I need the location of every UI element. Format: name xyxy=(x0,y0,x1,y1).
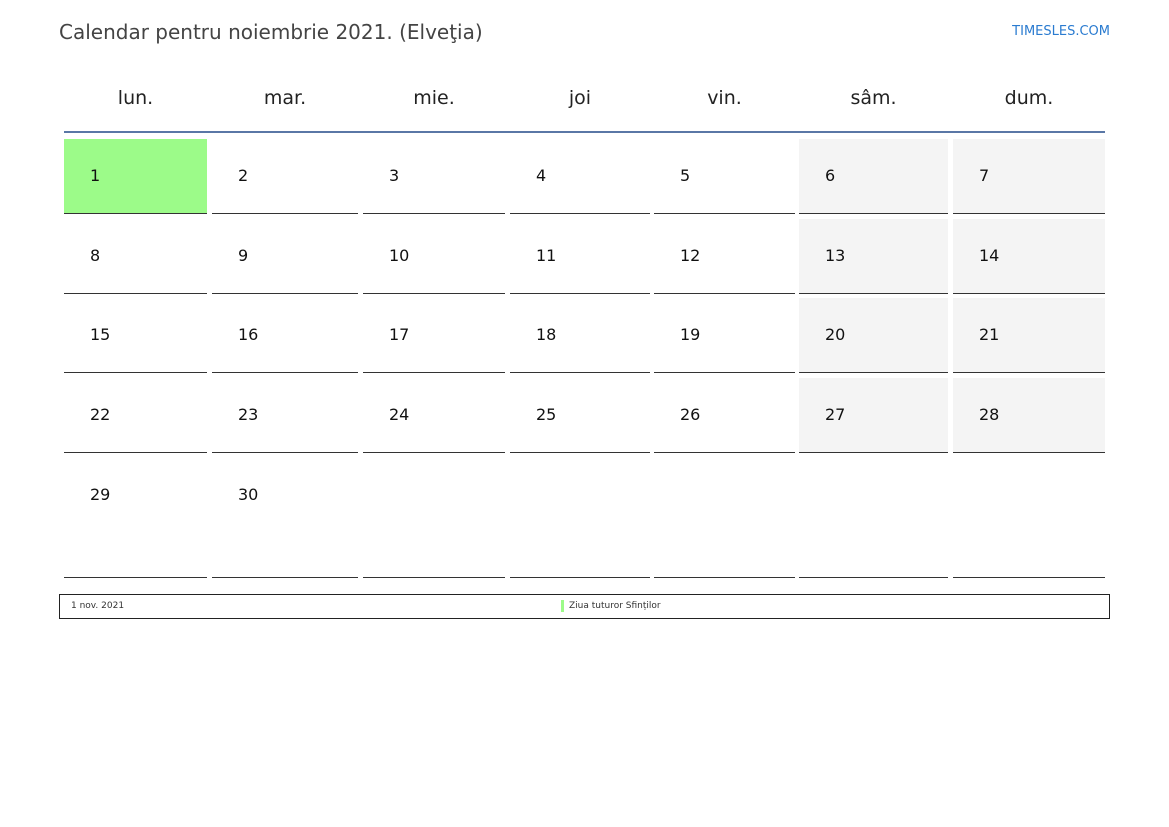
day-cell[interactable]: 19 xyxy=(654,298,795,373)
day-cell[interactable]: 18 xyxy=(510,298,650,373)
day-cell[interactable]: 26 xyxy=(654,378,795,453)
day-cell[interactable]: 21 xyxy=(953,298,1105,373)
day-cell[interactable]: 20 xyxy=(799,298,948,373)
day-number: 4 xyxy=(536,166,547,185)
day-number: 5 xyxy=(680,166,691,185)
day-cell[interactable]: 27 xyxy=(799,378,948,453)
empty-cell xyxy=(953,458,1105,578)
day-number: 12 xyxy=(680,246,701,265)
holiday-legend: 1 nov. 2021 Ziua tuturor Sfinților xyxy=(59,594,1110,619)
legend-date: 1 nov. 2021 xyxy=(71,601,125,611)
day-cell[interactable]: 9 xyxy=(212,219,358,294)
day-cell[interactable]: 8 xyxy=(64,219,207,294)
empty-cell xyxy=(510,458,650,578)
day-number: 16 xyxy=(238,325,259,344)
day-cell[interactable]: 14 xyxy=(953,219,1105,294)
day-cell[interactable]: 4 xyxy=(510,139,650,214)
day-number: 29 xyxy=(90,485,111,504)
day-cell[interactable]: 25 xyxy=(510,378,650,453)
weekday-header: joi xyxy=(568,87,592,109)
day-cell[interactable]: 16 xyxy=(212,298,358,373)
day-number: 23 xyxy=(238,405,259,424)
day-number: 18 xyxy=(536,325,557,344)
day-cell[interactable]: 5 xyxy=(654,139,795,214)
day-cell[interactable]: 10 xyxy=(363,219,505,294)
weekday-header: sâm. xyxy=(850,87,897,109)
day-number: 2 xyxy=(238,166,249,185)
header-divider xyxy=(64,131,1105,133)
day-number: 27 xyxy=(825,405,846,424)
day-cell[interactable]: 2 xyxy=(212,139,358,214)
day-cell[interactable]: 24 xyxy=(363,378,505,453)
weekday-header: mar. xyxy=(263,87,307,109)
day-number: 26 xyxy=(680,405,701,424)
day-number: 24 xyxy=(389,405,410,424)
day-cell[interactable]: 30 xyxy=(212,458,358,578)
day-cell[interactable]: 12 xyxy=(654,219,795,294)
weekday-header: mie. xyxy=(413,87,455,109)
day-number: 1 xyxy=(90,166,101,185)
day-number: 9 xyxy=(238,246,249,265)
day-number: 10 xyxy=(389,246,410,265)
empty-cell xyxy=(654,458,795,578)
page-title: Calendar pentru noiembrie 2021. (Elveţia… xyxy=(59,20,483,44)
day-number: 3 xyxy=(389,166,400,185)
day-cell[interactable]: 6 xyxy=(799,139,948,214)
day-cell[interactable]: 7 xyxy=(953,139,1105,214)
day-cell[interactable]: 22 xyxy=(64,378,207,453)
day-number: 25 xyxy=(536,405,557,424)
day-cell[interactable]: 23 xyxy=(212,378,358,453)
empty-cell xyxy=(799,458,948,578)
day-cell[interactable]: 1 xyxy=(64,139,207,214)
legend-holiday-name: Ziua tuturor Sfinților xyxy=(569,601,661,611)
day-number: 8 xyxy=(90,246,101,265)
day-number: 20 xyxy=(825,325,846,344)
day-number: 30 xyxy=(238,485,259,504)
day-cell[interactable]: 17 xyxy=(363,298,505,373)
legend-color-marker xyxy=(561,600,564,612)
weekday-header: lun. xyxy=(117,87,154,109)
day-number: 13 xyxy=(825,246,846,265)
day-number: 22 xyxy=(90,405,111,424)
day-number: 7 xyxy=(979,166,990,185)
day-number: 11 xyxy=(536,246,557,265)
day-number: 17 xyxy=(389,325,410,344)
empty-cell xyxy=(363,458,505,578)
weekday-header: vin. xyxy=(707,87,742,109)
day-cell[interactable]: 13 xyxy=(799,219,948,294)
day-number: 14 xyxy=(979,246,1000,265)
day-cell[interactable]: 29 xyxy=(64,458,207,578)
day-number: 15 xyxy=(90,325,111,344)
day-number: 21 xyxy=(979,325,1000,344)
day-cell[interactable]: 28 xyxy=(953,378,1105,453)
day-cell[interactable]: 11 xyxy=(510,219,650,294)
brand-link[interactable]: TIMESLES.COM xyxy=(1012,24,1110,39)
day-cell[interactable]: 15 xyxy=(64,298,207,373)
day-number: 19 xyxy=(680,325,701,344)
day-cell[interactable]: 3 xyxy=(363,139,505,214)
day-number: 28 xyxy=(979,405,1000,424)
weekday-header: dum. xyxy=(1004,87,1054,109)
day-number: 6 xyxy=(825,166,836,185)
